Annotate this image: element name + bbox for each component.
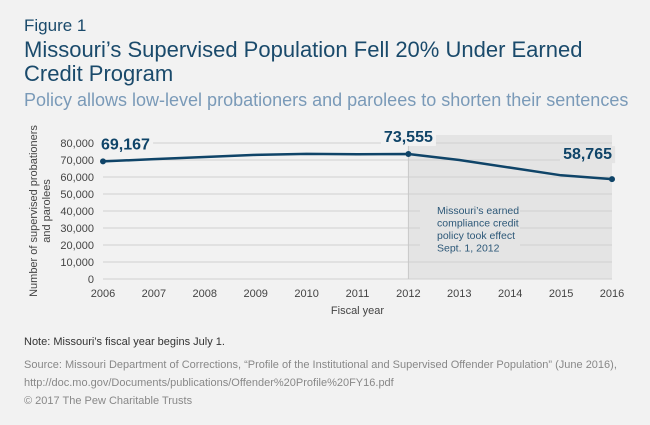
note: Note: Missouri’s fiscal year begins July… [24,336,225,348]
figure-label: Figure 1 [24,16,87,35]
y-tick-label: 30,000 [60,223,94,235]
data-label-bg [560,146,616,164]
y-tick-label: 0 [88,274,94,286]
y-tick-label: 20,000 [60,240,94,252]
source: Source: Missouri Department of Correctio… [24,359,617,389]
x-tick-label: 2014 [498,288,522,300]
x-tick-label: 2012 [396,288,420,300]
x-tick-label: 2010 [294,288,318,300]
x-tick-label: 2015 [549,288,573,300]
data-point [405,150,412,157]
x-tick-label: 2007 [142,288,166,300]
y-tick-label: 40,000 [60,206,94,218]
data-label-bg [380,128,436,146]
y-axis-label: Number of supervised probationersand par… [28,125,53,297]
data-label: 58,765 [563,146,612,163]
data-point [100,158,106,165]
chart-title: Missouri’s Supervised Population Fell 20… [24,37,583,86]
y-tick-label: 50,000 [60,189,94,201]
annotation-line: Sept. 1, 2012 [437,243,500,255]
y-tick-label: 10,000 [60,257,94,269]
annotation-bg [420,202,520,258]
annotation-line: Missouri’s earned [437,205,519,217]
y-tick-label: 80,000 [60,138,94,150]
y-tick-label: 70,000 [60,155,94,167]
data-point [609,176,615,183]
x-tick-label: 2011 [346,288,370,300]
x-tick-label: 2013 [447,288,471,300]
data-label: 69,167 [101,136,150,153]
data-label-bg [98,136,154,154]
chart-subtitle: Policy allows low-level probationers and… [24,90,629,110]
copyright: © 2017 The Pew Charitable Trusts [24,395,193,407]
x-tick-label: 2016 [600,288,624,300]
x-tick-label: 2006 [91,288,115,300]
annotation-line: policy took effect [437,230,515,242]
data-label: 73,555 [384,129,433,146]
x-tick-label: 2009 [243,288,267,300]
annotation-line: compliance credit [437,218,519,230]
x-tick-label: 2008 [193,288,217,300]
x-axis-label: Fiscal year [331,305,385,317]
y-tick-label: 60,000 [60,172,94,184]
